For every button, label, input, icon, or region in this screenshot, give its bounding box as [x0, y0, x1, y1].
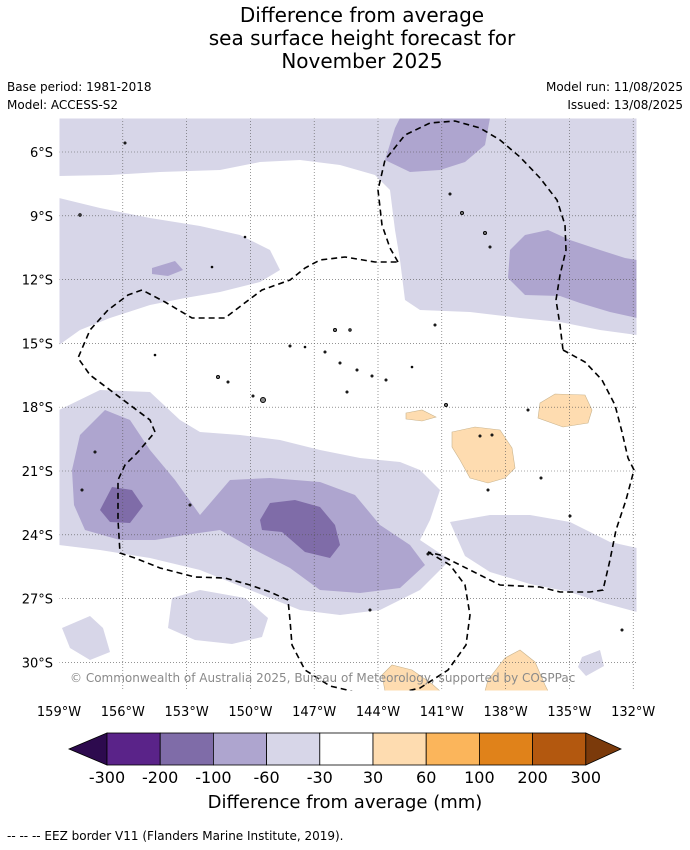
latitude-tick-label: 18°S — [22, 401, 53, 416]
anomaly-region-positive-1 — [451, 426, 516, 484]
latitude-tick-label: 21°S — [22, 465, 53, 480]
latitude-tick-label: 27°S — [22, 593, 53, 608]
longitude-tick-label: 135°W — [547, 705, 591, 720]
islands — [78, 141, 624, 632]
longitude-tick-label: 156°W — [101, 705, 145, 720]
anomaly-region-positive-3 — [405, 409, 437, 422]
anomaly-region-southwest-core — [100, 487, 143, 523]
anomaly-region-south-east-small — [578, 650, 604, 676]
anomaly-region-positive-2 — [537, 393, 593, 428]
anomaly-region-north — [59, 118, 637, 335]
anomaly-region-west-strong — [152, 261, 183, 276]
copyright-notice: © Commonwealth of Australia 2025, Bureau… — [70, 671, 575, 685]
colorbar-segment — [106, 732, 161, 766]
eez-border-cook-islands — [77, 256, 398, 433]
eez-border-marquesas — [377, 120, 567, 351]
latitude-tick-label: 30°S — [22, 656, 53, 671]
colorbar-segment — [425, 732, 480, 766]
map-gridlines — [59, 118, 637, 691]
longitude-tick-label: 150°W — [228, 705, 272, 720]
anomaly-region-south-central — [168, 590, 268, 644]
eez-legend-note: -- -- -- EEZ border V11 (Flanders Marine… — [7, 829, 344, 843]
latitude-tick-label: 15°S — [22, 337, 53, 352]
title-line-3: November 2025 — [281, 49, 443, 73]
colorbar-tick-label: 60 — [416, 768, 436, 787]
colorbar-tick-label: 200 — [517, 768, 548, 787]
colorbar-tick-label: 100 — [464, 768, 495, 787]
colorbar-segment — [212, 732, 267, 766]
latitude-tick-label: 12°S — [22, 274, 53, 289]
colorbar-tick-label: -60 — [254, 768, 280, 787]
latitude-tick-label: 6°S — [30, 146, 53, 161]
title-line-2: sea surface height forecast for — [208, 26, 516, 50]
title-line-1: Difference from average — [239, 3, 485, 27]
colorbar-tick-label: 300 — [571, 768, 602, 787]
anomaly-region-southeast — [450, 515, 637, 612]
colorbar-segment — [372, 732, 427, 766]
longitude-tick-label: 147°W — [292, 705, 336, 720]
colorbar: -300 -200 -100 -60 -30 30 60 100 200 300 — [67, 732, 622, 787]
model-run: Model run: 11/08/2025 — [545, 80, 683, 94]
latitude-tick-label: 24°S — [22, 529, 53, 544]
anomaly-region-positive-4 — [381, 664, 441, 691]
colorbar-segment — [319, 732, 374, 766]
anomaly-region-positive-5 — [484, 649, 549, 691]
latitude-tick-label: 9°S — [30, 210, 53, 225]
anomaly-region-south-west-small — [62, 616, 110, 660]
meta-left: Base period: 1981-2018 Model: ACCESS-S2 — [7, 78, 152, 114]
eez-border-south — [117, 431, 471, 691]
colorbar-segment — [478, 732, 533, 766]
colorbar-tick-label: -100 — [195, 768, 231, 787]
anomaly-region-east-strong — [508, 230, 637, 318]
colorbar-tick-label: 30 — [363, 768, 383, 787]
meta-right: Model run: 11/08/2025 Issued: 13/08/2025 — [546, 78, 683, 114]
longitude-tick-label: 159°W — [37, 705, 81, 720]
model-name: Model: ACCESS-S2 — [7, 98, 119, 112]
latitude-ticks: 6°S 9°S 12°S 15°S 18°S 21°S 24°S 27°S 30°S — [22, 146, 53, 671]
colorbar-title: Difference from average (mm) — [207, 792, 483, 813]
longitude-tick-label: 144°W — [356, 705, 400, 720]
colorbar-tick-label: -200 — [142, 768, 178, 787]
colorbar-segment — [266, 732, 321, 766]
anomaly-region-south-central-core — [260, 500, 340, 558]
longitude-tick-label: 138°W — [484, 705, 528, 720]
map-title: Difference from average sea surface heig… — [0, 4, 690, 73]
longitude-tick-label: 141°W — [420, 705, 464, 720]
longitude-tick-label: 132°W — [611, 705, 655, 720]
map-plot-area: © Commonwealth of Australia 2025, Bureau… — [59, 118, 637, 691]
longitude-ticks: 159°W 156°W 153°W 150°W 147°W 144°W 141°W 138°W… — [37, 705, 656, 720]
base-period: Base period: 1981-2018 — [7, 80, 152, 94]
colorbar-extend-left — [67, 732, 108, 766]
colorbar-extend-right — [585, 732, 622, 766]
colorbar-tick-label: -300 — [89, 768, 125, 787]
issued-date: Issued: 13/08/2025 — [567, 98, 683, 112]
colorbar-segment — [532, 732, 587, 766]
map-frame — [58, 117, 638, 692]
longitude-tick-label: 153°W — [165, 705, 209, 720]
colorbar-tick-label: -30 — [307, 768, 333, 787]
colorbar-segment — [159, 732, 214, 766]
